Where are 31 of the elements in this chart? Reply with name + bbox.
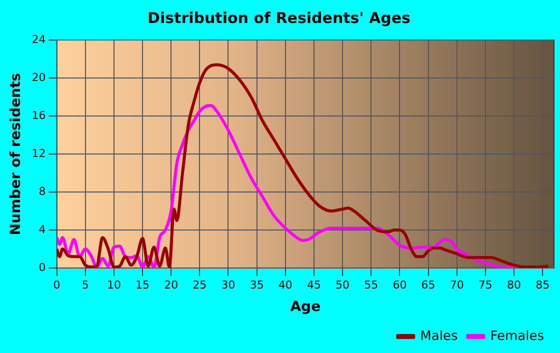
y-tick-label: 20 [32,70,46,84]
x-tick-label: 65 [421,278,436,292]
y-axis-title: Number of residents [8,72,24,236]
chart-title: Distribution of Residents' Ages [148,8,411,27]
x-tick-label: 20 [164,278,178,292]
x-tick-label: 75 [478,278,492,292]
x-tick-label: 85 [536,278,550,292]
x-tick-label: 40 [278,278,292,292]
y-tick-label: 24 [32,32,46,46]
y-tick-label: 12 [32,146,46,160]
x-tick-label: 5 [82,278,89,292]
x-tick-label: 35 [250,278,264,292]
x-tick-label: 55 [364,278,378,292]
x-tick-label: 50 [336,278,350,292]
x-tick-label: 10 [106,278,121,292]
x-tick-label: 15 [136,278,150,292]
x-tick-label: 60 [392,278,407,292]
x-axis-title: Age [290,299,321,316]
x-tick-label: 25 [192,278,207,292]
legend-label: Males [420,328,458,344]
y-tick-label: 4 [38,222,46,236]
x-tick-label: 45 [306,278,321,292]
y-tick-label: 8 [38,184,46,198]
y-tick-label: 0 [38,260,46,274]
line-series [56,63,550,268]
x-tick-label: 0 [53,278,60,292]
legend-label: Females [490,328,544,344]
x-tick-label: 70 [450,278,464,292]
x-tick-label: 80 [506,278,521,292]
x-tick-label: 30 [221,278,236,292]
y-tick-label: 16 [32,108,46,122]
